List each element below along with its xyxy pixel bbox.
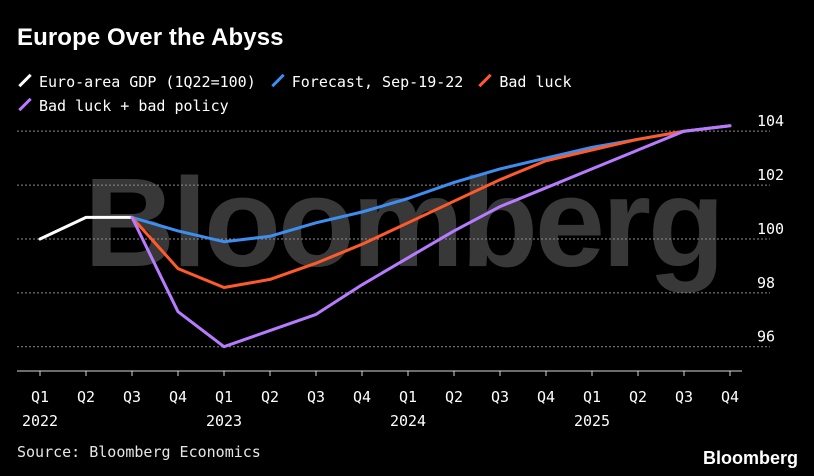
- x-tick-label: Q4: [537, 388, 555, 406]
- x-year-label: 2025: [574, 412, 610, 430]
- x-tick-label: Q1: [399, 388, 417, 406]
- bloomberg-logo: Bloomberg: [702, 448, 798, 468]
- chart-title: Europe Over the Abyss: [17, 24, 284, 51]
- series-line-2: [130, 124, 732, 289]
- x-tick-label: Q2: [77, 388, 95, 406]
- x-year-label: 2023: [206, 412, 242, 430]
- x-tick-label: Q4: [353, 388, 371, 406]
- x-tick-label: Q3: [491, 388, 509, 406]
- legend-item-3: Bad luck + bad policy: [17, 94, 229, 118]
- x-year-label: 2022: [22, 412, 58, 430]
- x-tick-label: Q3: [123, 388, 141, 406]
- series-line-0: [38, 215, 134, 241]
- x-tick-label: Q1: [583, 388, 601, 406]
- gridlines: 96 98 100 102 104: [17, 112, 784, 348]
- x-tick-label: Q2: [445, 388, 463, 406]
- y-tick-label: 96: [757, 328, 775, 346]
- series-line-3: [130, 124, 732, 349]
- y-tick-label: 102: [757, 166, 784, 184]
- legend-label: Bad luck: [499, 73, 572, 91]
- legend-item-2: Bad luck: [477, 70, 572, 94]
- y-tick-label: 100: [757, 220, 784, 238]
- x-tick-label: Q1: [215, 388, 233, 406]
- legend-label: Forecast, Sep-19-22: [291, 73, 464, 91]
- x-tick-label: Q1: [31, 388, 49, 406]
- x-tick-label: Q3: [675, 388, 693, 406]
- x-year-label: 2024: [390, 412, 426, 430]
- legend-label: Bad luck + bad policy: [39, 97, 229, 115]
- series-line-1: [130, 124, 732, 244]
- source-note: Source: Bloomberg Economics: [17, 443, 261, 461]
- x-tick-label: Q4: [169, 388, 187, 406]
- series-lines: [38, 124, 732, 349]
- legend-label: Euro-area GDP (1Q22=100): [39, 73, 256, 91]
- legend-item-1: Forecast, Sep-19-22: [270, 70, 464, 94]
- x-tick-label: Q4: [721, 388, 739, 406]
- legend-item-0: Euro-area GDP (1Q22=100): [17, 70, 256, 94]
- y-tick-label: 104: [757, 112, 784, 130]
- x-tick-label: Q3: [307, 388, 325, 406]
- x-tick-label: Q2: [261, 388, 279, 406]
- chart-legend: Euro-area GDP (1Q22=100) Forecast, Sep-19…: [17, 70, 657, 118]
- y-tick-label: 98: [757, 274, 775, 292]
- x-tick-label: Q2: [629, 388, 647, 406]
- axes: Q1 Q2 Q3 Q4 Q1 Q2 Q3 Q4 Q1 Q2 Q3 Q4 Q1 Q2 Q3 Q4 2022 2023…: [17, 370, 742, 430]
